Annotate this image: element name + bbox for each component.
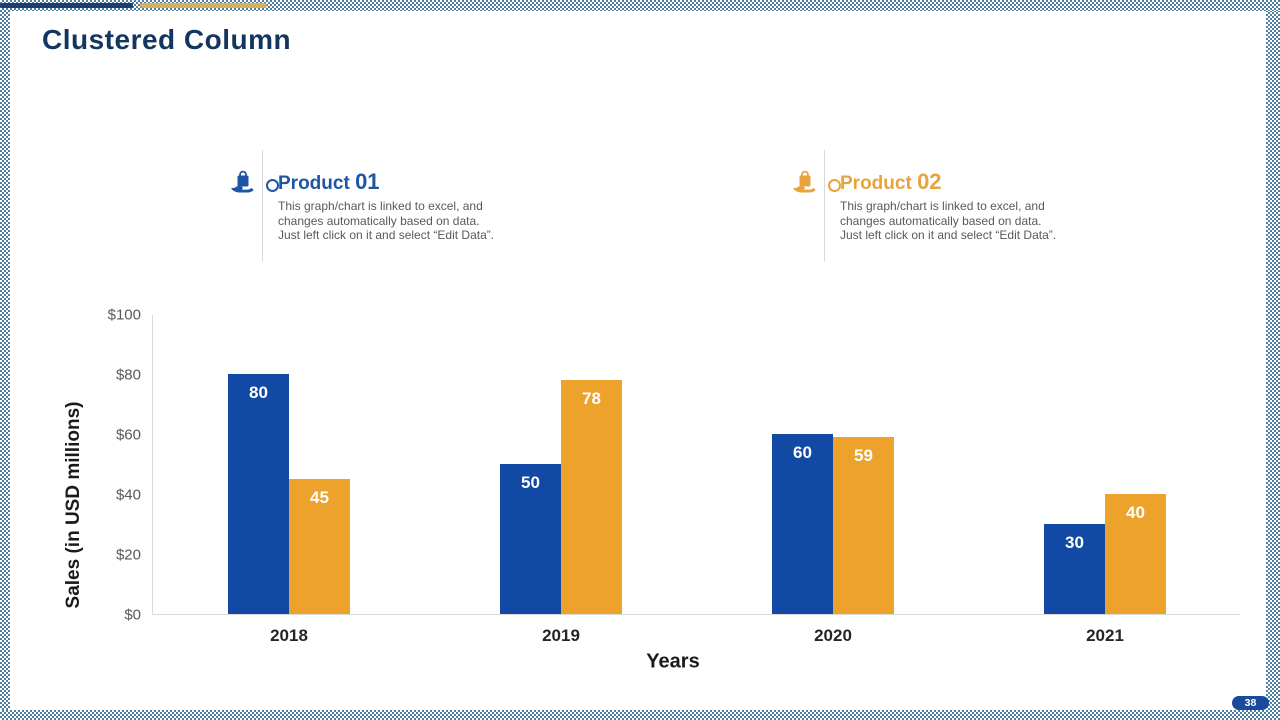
bar-value-label: 60 [793,443,812,462]
page-border-bottom [0,710,1280,720]
bar-value-label: 59 [854,446,873,465]
y-tick-label: $60 [115,426,141,444]
legend-description: This graph/chart is linked to excel, and… [278,199,495,242]
x-tick-label-2018: 2018 [270,626,308,645]
legend-ring-icon [266,179,279,192]
legend-title-name: Product [840,173,912,194]
legend-title-number: 02 [917,169,942,194]
bar-value-label: 30 [1065,533,1084,552]
y-axis-title: Sales (in USD millions) [63,401,84,609]
y-tick-label: $80 [115,366,141,384]
bar-product-01-2018[interactable]: 80 [228,374,289,614]
plot-area[interactable]: $0 $20 $40 $60 $80 $100 80 45 2018 50 78 2019 60 59 20… [108,307,1240,645]
x-tick-label-2020: 2020 [814,626,852,645]
legend-title: Product 01 [278,169,380,195]
legend-title-name: Product [278,173,350,194]
x-axis-title: Years [646,650,700,673]
x-tick-label-2019: 2019 [542,626,580,645]
page-border-right [1266,0,1280,720]
legend-title: Product 02 [840,169,942,195]
bar-product-02-2021[interactable]: 40 [1105,494,1166,614]
accent-bar-gold [140,3,267,8]
legend-title-number: 01 [355,169,380,194]
legend-description: This graph/chart is linked to excel, and… [840,199,1057,242]
y-tick-label: $20 [115,546,141,564]
bar-product-02-2019[interactable]: 78 [561,380,622,614]
bar-product-02-2018[interactable]: 45 [289,479,350,614]
bar-product-02-2020[interactable]: 59 [833,437,894,614]
bar-product-01-2021[interactable]: 30 [1044,524,1105,614]
page-number-badge: 38 [1232,696,1269,710]
accent-bar-blue [0,3,133,8]
bag-on-hand-icon [230,169,256,195]
bar-value-label: 40 [1126,503,1145,522]
bar-value-label: 45 [310,488,329,507]
page-title: Clustered Column [42,24,292,55]
bar-value-label: 50 [521,473,540,492]
y-tick-label: $40 [115,486,141,504]
y-tick-label: $0 [124,606,141,624]
x-tick-label-2021: 2021 [1086,626,1124,645]
bag-on-hand-icon [792,169,818,195]
legend-item-product-02: Product 02 This graph/chart is linked to… [790,148,1090,266]
legend-divider [824,150,825,262]
bar-value-label: 78 [582,389,601,408]
legend-divider [262,150,263,262]
legend-ring-icon [828,179,841,192]
bar-value-label: 80 [249,383,268,402]
page-border-left [0,0,10,720]
legend-item-product-01: Product 01 This graph/chart is linked to… [228,148,528,266]
page-border-top [0,0,1280,11]
y-tick-label: $100 [107,306,141,324]
bar-product-01-2020[interactable]: 60 [772,434,833,614]
bar-product-01-2019[interactable]: 50 [500,464,561,614]
